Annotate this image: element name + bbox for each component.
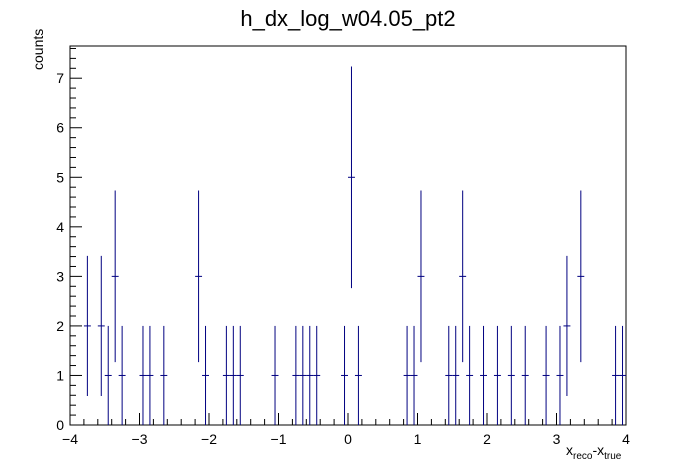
data-point (292, 325, 300, 425)
data-point (521, 325, 529, 425)
data-point (480, 325, 487, 425)
data-point (195, 190, 203, 363)
data-point (306, 325, 314, 425)
data-point (229, 325, 237, 425)
data-point (563, 255, 571, 396)
x-tick-label: 4 (622, 431, 630, 447)
data-point (452, 325, 460, 425)
x-tick-label: −1 (271, 431, 287, 447)
data-point (445, 325, 453, 425)
data-point (542, 325, 550, 425)
data-point (410, 325, 418, 425)
data-point (118, 325, 126, 425)
x-axis-label: xreco-xtrue (566, 442, 621, 462)
x-axis-label-sub-true: true (604, 450, 622, 462)
data-point (403, 325, 411, 425)
data-point (139, 325, 147, 425)
x-tick-label: 3 (553, 431, 561, 447)
plot-frame (69, 45, 627, 426)
plot-border (69, 45, 627, 426)
data-point (104, 325, 112, 425)
x-tick-label: 2 (483, 431, 491, 447)
y-tick-label: 4 (56, 219, 64, 235)
x-tick-label: 1 (414, 431, 422, 447)
x-tick-label: 0 (344, 431, 352, 447)
data-point (619, 325, 626, 425)
x-tick-label: −4 (62, 431, 78, 447)
y-tick-label: 6 (56, 120, 64, 136)
data-point (417, 190, 425, 363)
y-axis: 0 1 2 3 4 5 6 7 (56, 47, 82, 433)
data-point (354, 325, 362, 425)
data-point (348, 66, 355, 289)
data-point (341, 325, 348, 425)
x-axis-label-main: x (566, 442, 573, 458)
y-tick-label: 5 (56, 169, 64, 185)
x-axis-label-sub-reco: reco (573, 450, 593, 462)
data-point (97, 255, 105, 396)
data-point (459, 190, 467, 363)
chart-title: h_dx_log_w04.05_pt2 (240, 6, 456, 31)
data-point (577, 190, 585, 363)
data-point (222, 325, 230, 425)
data-point (612, 325, 620, 425)
data-point (271, 325, 279, 425)
data-point (146, 325, 154, 425)
data-point (493, 325, 501, 425)
data-point (160, 325, 168, 425)
data-point (83, 255, 91, 396)
x-tick-label: −2 (201, 431, 217, 447)
data-point (466, 325, 474, 425)
y-tick-label: 1 (56, 367, 64, 383)
data-point (556, 325, 564, 425)
data-point (313, 325, 321, 425)
data-point (236, 325, 244, 425)
y-tick-label: 3 (56, 268, 64, 284)
data-series (83, 66, 626, 425)
data-point (111, 190, 119, 363)
x-tick-label: −3 (132, 431, 148, 447)
data-point (202, 325, 209, 425)
y-axis-label: counts (30, 28, 46, 70)
y-tick-label: 2 (56, 318, 64, 334)
y-tick-label: 0 (56, 417, 64, 433)
x-axis-label-dash: -x (592, 442, 605, 458)
y-tick-label: 7 (56, 70, 64, 86)
data-point (507, 325, 515, 425)
data-point (299, 325, 307, 425)
x-axis: −4 −3 −2 −1 0 1 2 3 4 (62, 413, 630, 447)
